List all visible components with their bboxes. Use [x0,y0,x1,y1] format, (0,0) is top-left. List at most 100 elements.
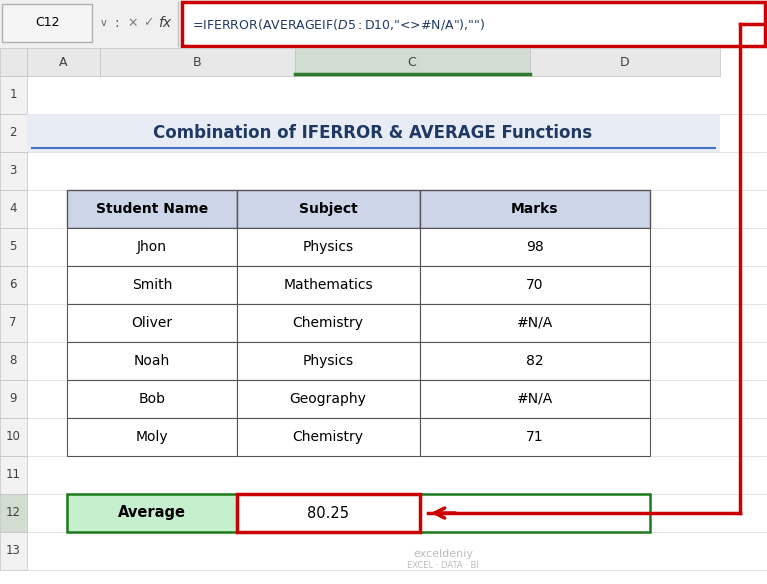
Bar [420,190,650,228]
Bar [27,76,767,114]
Bar [0,114,27,152]
Text: Oliver: Oliver [131,316,173,330]
Text: 7: 7 [9,317,17,329]
Text: Bob: Bob [139,392,166,406]
Bar [27,152,767,190]
Text: Chemistry: Chemistry [292,316,364,330]
Text: ✕: ✕ [128,16,138,30]
Bar [182,2,765,46]
Bar [0,152,27,190]
Bar [2,4,92,42]
Text: 2: 2 [9,127,17,140]
Text: #N/A: #N/A [517,392,553,406]
Bar [0,532,27,570]
Text: v: v [101,18,107,28]
Bar [67,228,237,266]
Bar [420,342,650,380]
Bar [0,48,27,76]
Bar [27,532,767,570]
Bar [420,380,650,418]
Text: Geography: Geography [290,392,367,406]
Text: 82: 82 [526,354,544,368]
Text: 4: 4 [9,203,17,215]
Text: D: D [621,55,630,68]
Bar [237,494,420,532]
Text: Jhon: Jhon [137,240,167,254]
Text: =IFERROR(AVERAGEIF($D5:$D10,"<>#N/A"),""): =IFERROR(AVERAGEIF($D5:$D10,"<>#N/A"),""… [192,16,485,32]
Bar [237,418,420,456]
Text: Combination of IFERROR & AVERAGE Functions: Combination of IFERROR & AVERAGE Functio… [153,124,593,142]
Text: B: B [193,55,201,68]
Text: Average: Average [118,506,186,520]
Bar [295,48,530,76]
Text: 11: 11 [5,468,21,481]
Text: Subject: Subject [298,202,357,216]
Text: 98: 98 [526,240,544,254]
Text: Mathematics: Mathematics [283,278,373,292]
Bar [530,48,720,76]
Bar [0,304,27,342]
Text: 12: 12 [5,506,21,520]
Text: 13: 13 [5,544,21,558]
Bar [0,266,27,304]
Bar [237,190,420,228]
Bar [67,494,237,532]
Bar [420,418,650,456]
Text: C12: C12 [35,16,59,30]
Text: Smith: Smith [132,278,172,292]
Bar [67,342,237,380]
Text: :: : [115,16,120,30]
Text: 70: 70 [526,278,544,292]
Text: exceldeniy: exceldeniy [413,549,473,559]
Bar [27,342,767,380]
Bar [67,380,237,418]
Bar [237,266,420,304]
Bar [27,190,767,228]
Bar [67,304,237,342]
Text: C: C [407,55,416,68]
Text: Student Name: Student Name [96,202,208,216]
Text: 6: 6 [9,279,17,291]
Text: 9: 9 [9,392,17,405]
Bar [237,304,420,342]
Text: Physics: Physics [302,240,354,254]
Text: fx: fx [159,16,172,30]
Text: A: A [59,55,67,68]
Bar [27,456,767,494]
Bar [0,0,767,48]
Text: Physics: Physics [302,354,354,368]
Bar [27,418,767,456]
Bar [237,380,420,418]
Bar [0,228,27,266]
Bar [0,418,27,456]
Bar [67,190,237,228]
Bar [420,266,650,304]
Bar [27,114,720,152]
Bar [0,494,27,532]
Bar [27,266,767,304]
Bar [27,48,100,76]
Bar [420,304,650,342]
Text: Noah: Noah [134,354,170,368]
Text: Marks: Marks [512,202,558,216]
Bar [27,114,767,152]
Text: 3: 3 [9,165,17,178]
Text: 10: 10 [5,430,21,443]
Text: Moly: Moly [136,430,168,444]
Bar [27,494,767,532]
Bar [67,418,237,456]
Bar [27,304,767,342]
Bar [237,342,420,380]
Bar [0,342,27,380]
Text: ✓: ✓ [143,16,153,30]
Bar [0,456,27,494]
Bar [27,228,767,266]
Bar [0,190,27,228]
Text: 5: 5 [9,241,17,253]
Bar [420,494,650,532]
Bar [100,48,295,76]
Bar [0,76,27,114]
Bar [420,228,650,266]
Text: 71: 71 [526,430,544,444]
Bar [0,380,27,418]
